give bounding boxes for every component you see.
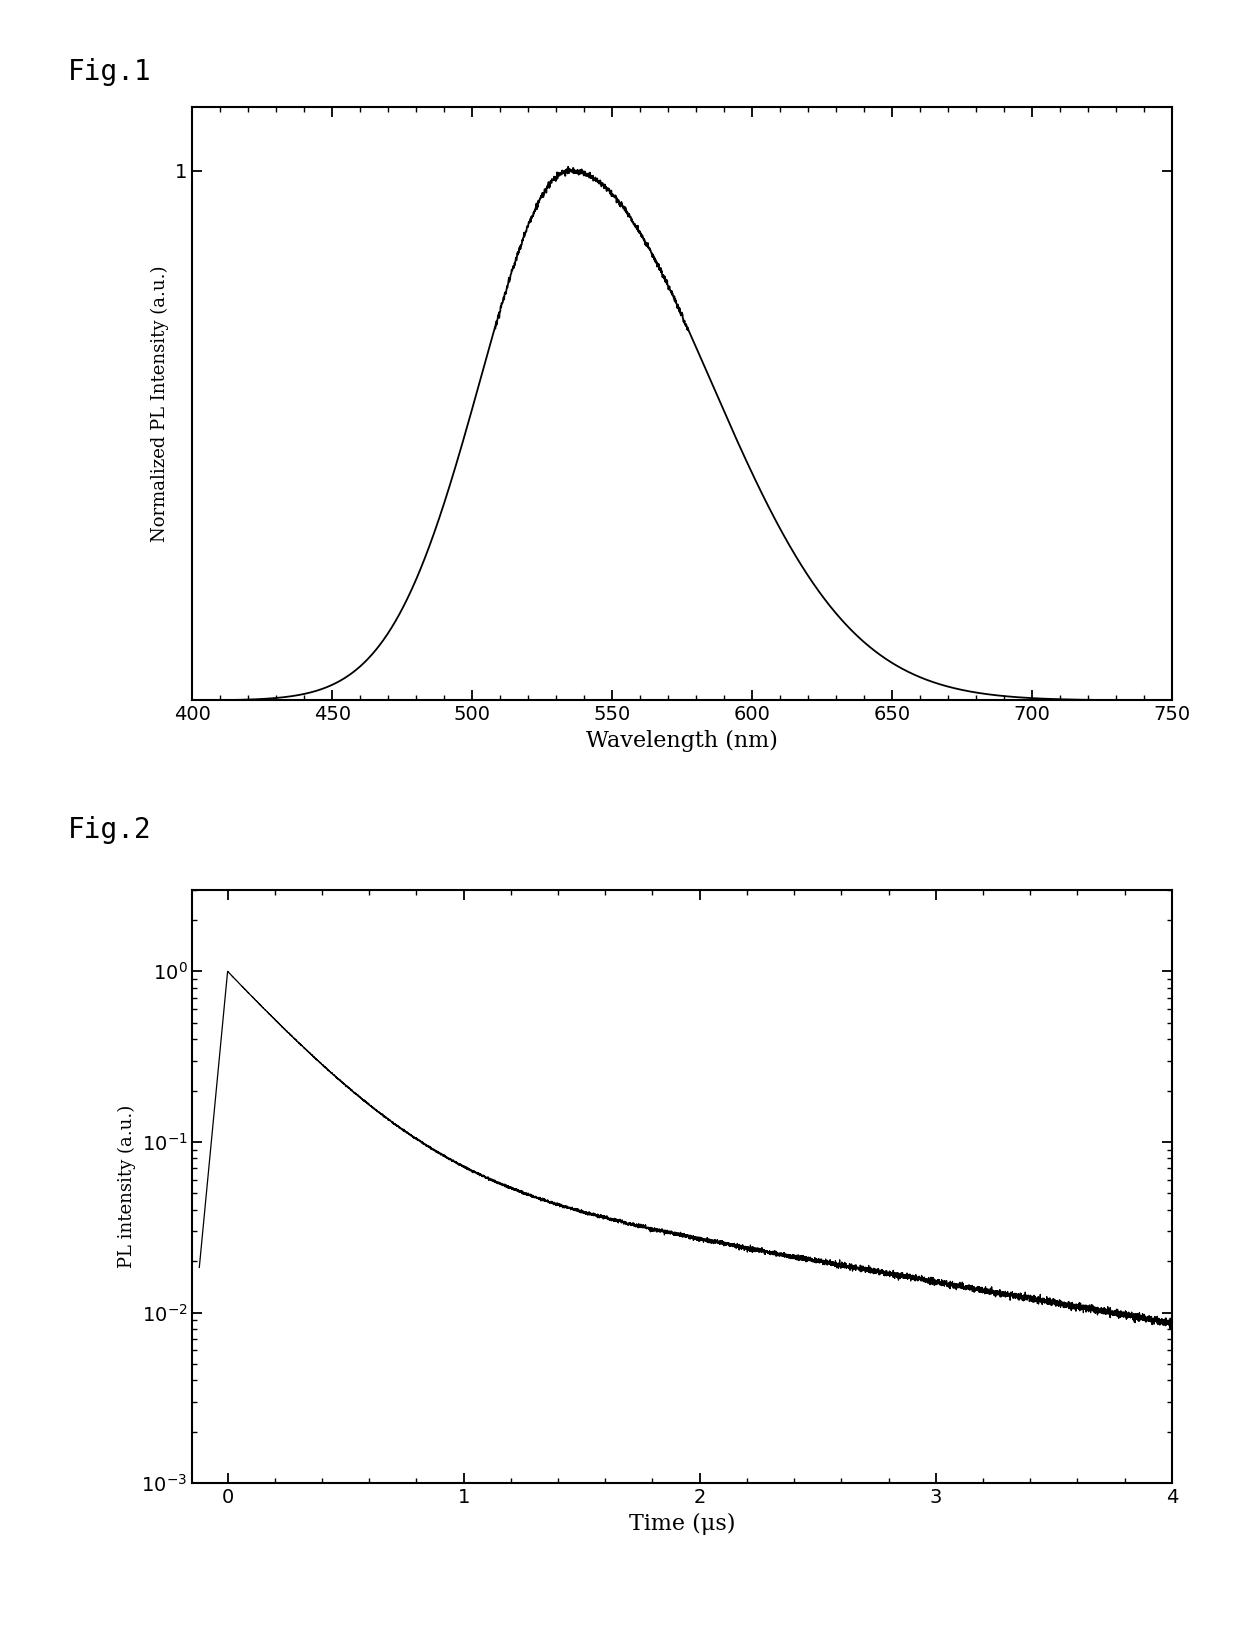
Text: Fig.1: Fig.1: [68, 58, 153, 86]
Y-axis label: PL intensity (a.u.): PL intensity (a.u.): [118, 1104, 136, 1269]
Text: Fig.2: Fig.2: [68, 816, 153, 844]
X-axis label: Time (μs): Time (μs): [629, 1513, 735, 1534]
X-axis label: Wavelength (nm): Wavelength (nm): [587, 730, 777, 751]
Y-axis label: Normalized PL Intensity (a.u.): Normalized PL Intensity (a.u.): [151, 265, 170, 542]
